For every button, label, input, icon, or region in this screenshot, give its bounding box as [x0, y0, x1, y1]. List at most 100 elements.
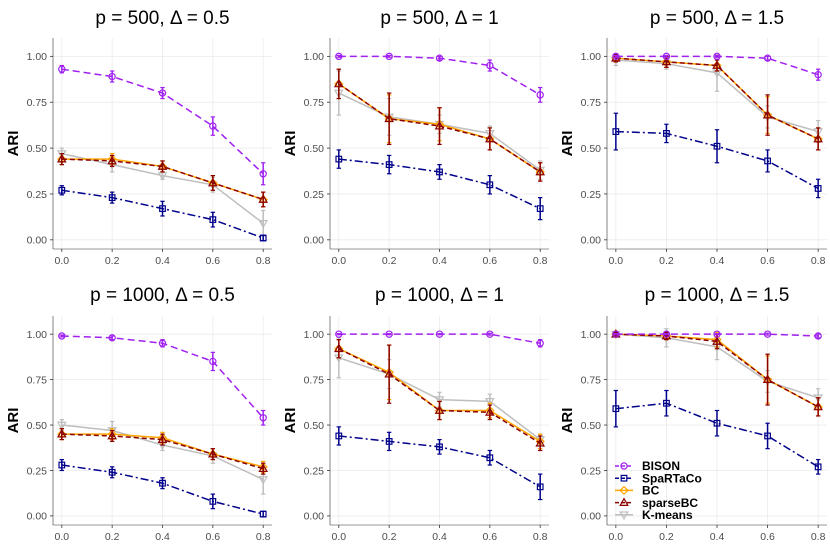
series-sparsebc — [611, 328, 823, 417]
series-bison — [335, 330, 544, 348]
y-tick-label: 0.25 — [581, 189, 602, 201]
data-point — [535, 437, 546, 447]
data-point — [56, 428, 67, 438]
y-tick-label: 0.00 — [581, 235, 602, 247]
series-line — [615, 402, 819, 468]
data-point — [385, 161, 393, 169]
data-point — [384, 368, 394, 378]
x-tick-label: 0.0 — [609, 255, 624, 267]
x-tick-label: 0.4 — [432, 255, 447, 267]
y-tick-label: 0.25 — [27, 189, 48, 201]
data-point — [335, 52, 343, 61]
series-line — [338, 348, 541, 444]
data-point — [763, 54, 772, 62]
x-tick-label: 0.0 — [609, 531, 624, 543]
data-point — [335, 432, 343, 440]
series-line — [61, 158, 264, 201]
y-tick-label: 0.75 — [581, 374, 602, 386]
x-tick-label: 0.0 — [332, 255, 347, 267]
x-tick-label: 0.6 — [483, 531, 498, 543]
y-tick-label: 0.00 — [304, 511, 325, 523]
data-point — [486, 330, 494, 338]
panel-6: 0.00 0.25 0.50 0.75 1.00 0.0 0.2 0.4 0.6 0.8 ARI p … — [559, 285, 827, 543]
x-tick-label: 0.4 — [710, 531, 725, 543]
data-point — [107, 430, 117, 440]
series-spartaco — [612, 112, 822, 199]
x-tick-label: 0.6 — [483, 255, 498, 267]
data-point — [108, 72, 116, 81]
data-point — [814, 463, 822, 471]
series-sparsebc — [56, 428, 269, 475]
data-point — [209, 497, 217, 505]
y-tick-label: 0.75 — [27, 374, 48, 386]
legend-marker — [619, 511, 629, 521]
panel-4: 0.00 0.25 0.50 0.75 1.00 0.0 0.2 0.4 0.6 0.8 ARI p … — [5, 285, 272, 543]
data-point — [813, 133, 823, 143]
series-sparsebc — [333, 339, 546, 452]
x-tick-label: 0.2 — [659, 531, 674, 543]
data-point — [485, 398, 495, 407]
y-tick-label: 1.00 — [304, 329, 325, 341]
data-point — [385, 52, 393, 61]
x-tick-label: 0.8 — [811, 531, 826, 543]
x-tick-label: 0.2 — [382, 255, 397, 267]
data-point — [209, 216, 217, 224]
y-tick-label: 0.75 — [27, 97, 48, 109]
data-point — [258, 194, 269, 203]
data-point — [436, 443, 443, 451]
panel-title: p = 1000, Δ = 1.5 — [645, 285, 790, 306]
y-tick-label: 0.75 — [581, 97, 602, 109]
data-point — [663, 130, 670, 137]
series-line — [61, 433, 264, 470]
data-point — [762, 109, 773, 119]
series-line — [61, 68, 264, 175]
data-point — [259, 510, 267, 518]
legend-label: BC — [642, 484, 660, 498]
y-tick-label: 0.25 — [304, 465, 325, 477]
data-point — [58, 461, 66, 469]
y-tick-label: 0.25 — [304, 189, 325, 201]
data-point — [157, 161, 168, 170]
x-tick-label: 0.4 — [432, 531, 447, 543]
series-line — [615, 59, 819, 133]
data-point — [712, 60, 722, 69]
panel-title: p = 1000, Δ = 1 — [375, 285, 504, 306]
data-point — [535, 166, 546, 176]
series-line — [61, 464, 264, 515]
data-point — [434, 120, 445, 130]
legend-marker — [620, 474, 628, 482]
data-point — [814, 70, 822, 79]
data-point — [485, 133, 495, 143]
data-point — [813, 401, 823, 411]
data-point — [764, 157, 771, 165]
y-tick-label: 0.00 — [27, 235, 48, 247]
data-point — [208, 448, 218, 458]
x-tick-label: 0.6 — [206, 255, 221, 267]
y-tick-label: 0.00 — [27, 511, 48, 523]
data-point — [612, 330, 620, 338]
data-point — [713, 142, 721, 150]
data-point — [661, 330, 672, 340]
panel-2: 0.00 0.25 0.50 0.75 1.00 0.0 0.2 0.4 0.6 0.8 ARI p … — [282, 8, 549, 267]
data-point — [208, 177, 218, 187]
data-point — [385, 330, 393, 338]
y-tick-label: 0.25 — [581, 465, 602, 477]
y-axis-label: ARI — [282, 131, 299, 157]
y-tick-label: 0.75 — [304, 374, 325, 386]
y-axis-label: ARI — [559, 408, 576, 434]
data-point — [258, 476, 269, 485]
legend-item-sparsebc: sparseBC — [615, 496, 698, 510]
data-point — [486, 61, 494, 70]
y-tick-label: 1.00 — [581, 329, 602, 341]
data-point — [58, 65, 66, 73]
data-point — [485, 407, 495, 416]
y-axis-label: ARI — [559, 131, 576, 157]
data-point — [259, 234, 267, 242]
data-point — [385, 438, 393, 445]
y-axis-label: ARI — [282, 408, 299, 434]
data-point — [762, 374, 773, 384]
x-tick-label: 0.6 — [206, 531, 221, 543]
legend-marker — [619, 497, 629, 506]
data-point — [435, 330, 444, 338]
